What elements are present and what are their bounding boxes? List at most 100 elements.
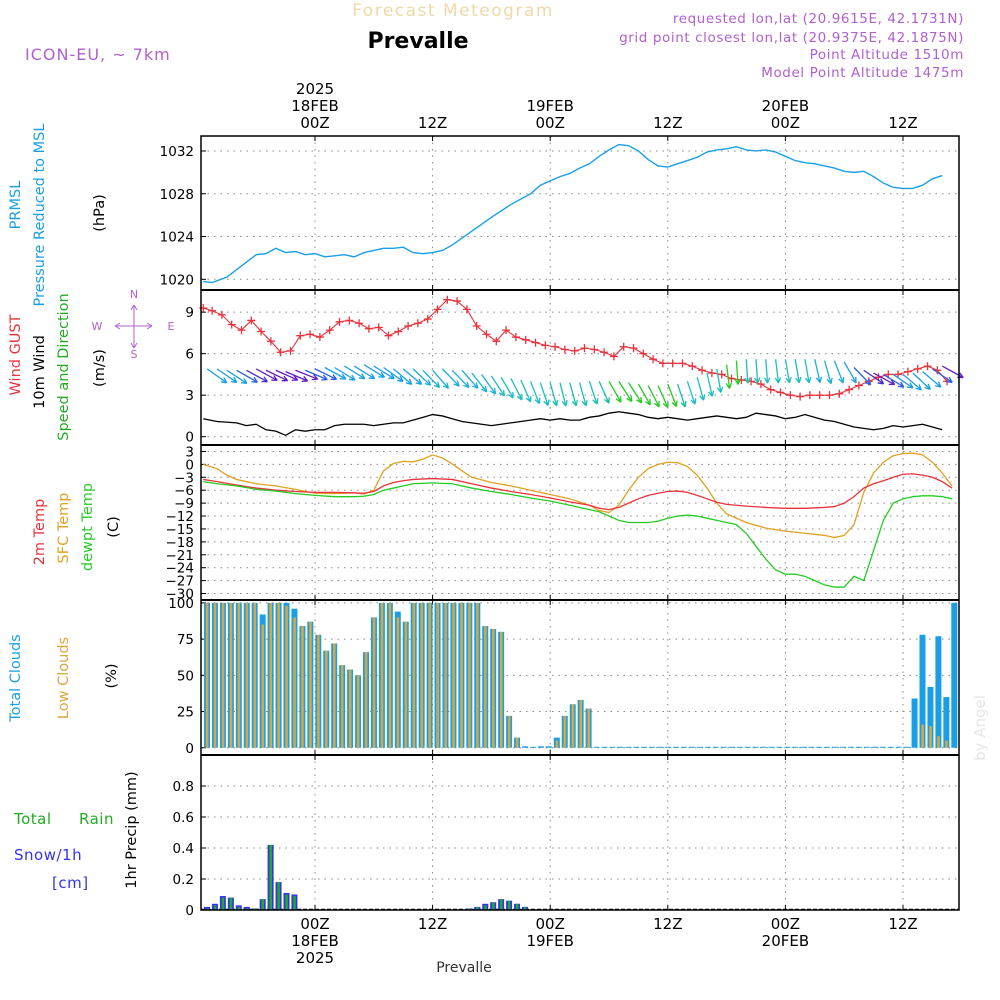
footer-location: Prevalle [436,960,492,976]
panel-2: 0 3 6 9 Wind GUST 10m Wind Speed and Direction… [8,288,964,446]
wind-arrow [295,369,319,381]
gust-marker [423,315,432,324]
axis-label-total-clouds: Total Clouds [8,634,24,722]
rain-bar [476,906,479,910]
axis-label-sfc-temp: SFC Temp [56,493,72,564]
y-tick-label: 0 [185,457,194,473]
gust-marker [854,381,863,390]
total-cloud-bar [617,746,624,748]
wind-arrow [216,368,238,384]
gust-marker [531,338,540,347]
y-tick-label: 0 [185,903,194,919]
gust-marker [845,385,854,394]
total-cloud-bar [529,746,536,748]
location-title: Prevalle [367,29,468,54]
total-cloud-bar [696,746,703,748]
time-label-top: 18FEB [291,97,338,115]
gust-marker [266,337,275,346]
gust-marker [443,295,452,304]
total-cloud-bar [768,746,775,748]
gust-marker [570,346,579,355]
low-cloud-bar [555,740,559,748]
wind-arrow [892,373,914,389]
wind-arrow [814,359,823,384]
wind-arrow [657,385,669,408]
wind-arrow [784,359,792,384]
low-cloud-bar [396,617,400,748]
time-label-bottom: 20FEB [762,932,809,950]
gust-marker [649,355,658,364]
y-tick-label: 3 [185,444,194,460]
gust-marker [609,352,618,361]
gust-marker [688,362,697,371]
gust-marker [462,305,471,314]
gust-marker [247,316,256,325]
axis-label-low-clouds: Low Clouds [56,637,72,719]
low-cloud-bar [587,708,590,748]
total-cloud-bar [752,746,759,748]
wind-arrow [265,369,289,382]
chart-title: Forecast Meteogram [352,1,554,21]
rain-bar [515,903,519,910]
gust-marker [707,369,716,378]
y-tick-label: −6 [174,483,194,499]
low-cloud-bar [285,605,288,748]
wind-arrow [255,368,278,382]
gust-marker [737,375,746,384]
wind-arrow [569,382,578,407]
wind-arrow [754,359,761,384]
total-cloud-bar [545,746,552,748]
watermark: by Angel [971,695,989,761]
y-tick-label: 1024 [160,230,194,246]
total-cloud-bar [927,686,934,748]
point-altitude: Point Altitude 1510m [810,47,964,63]
rain-bar [277,882,280,910]
total-cloud-bar [688,746,695,748]
time-label-top: 00Z [536,114,565,132]
wind-arrow [451,369,470,389]
total-cloud-bar [641,746,648,748]
wind-arrow [402,368,423,385]
y-tick-label: −24 [166,561,195,577]
wind-arrow [637,383,651,406]
wind-arrow [275,369,299,381]
y-tick-label: 3 [185,388,194,404]
low-cloud-bar [412,602,416,748]
low-cloud-bar [492,628,495,748]
low-cloud-bar [428,602,431,748]
grid-coords: grid point closest lon,lat (20.9375E, 42… [619,30,964,46]
compass-w: W [92,320,103,333]
gust-marker [776,388,785,397]
rain-bar [245,908,249,910]
total-cloud-bar [832,746,839,748]
gust-marker [668,359,677,368]
low-cloud-bar [499,631,503,748]
compass-n: N [130,288,138,301]
low-cloud-bar [356,675,360,748]
low-cloud-bar [277,602,280,748]
wind-arrow [833,360,845,384]
gust-marker [590,345,599,354]
rain-bar [523,906,527,910]
wind-arrow [843,361,857,384]
y-tick-label: 75 [177,632,194,648]
wind-arrow [510,378,523,401]
low-cloud-bar [380,602,384,748]
y-tick-label: 0.8 [173,779,194,795]
wind-arrow [804,359,812,384]
gust-marker [717,370,726,379]
panel-1: 1020 1024 1028 1032 PRMSL Pressure Reduced to… [8,124,959,306]
time-label-top: 00Z [771,114,800,132]
y-tick-label: 0 [185,430,194,446]
gust-marker [453,297,462,306]
rain-bar [229,897,233,910]
legend-total: Total [13,810,52,828]
rain-bar [237,906,241,910]
total-cloud-bar [744,746,751,748]
rain-bar [213,905,217,910]
y-tick-label: 1032 [160,144,194,160]
temp-line-dewpt [203,480,953,588]
wind-arrow [481,374,497,395]
total-cloud-bar [665,746,672,748]
